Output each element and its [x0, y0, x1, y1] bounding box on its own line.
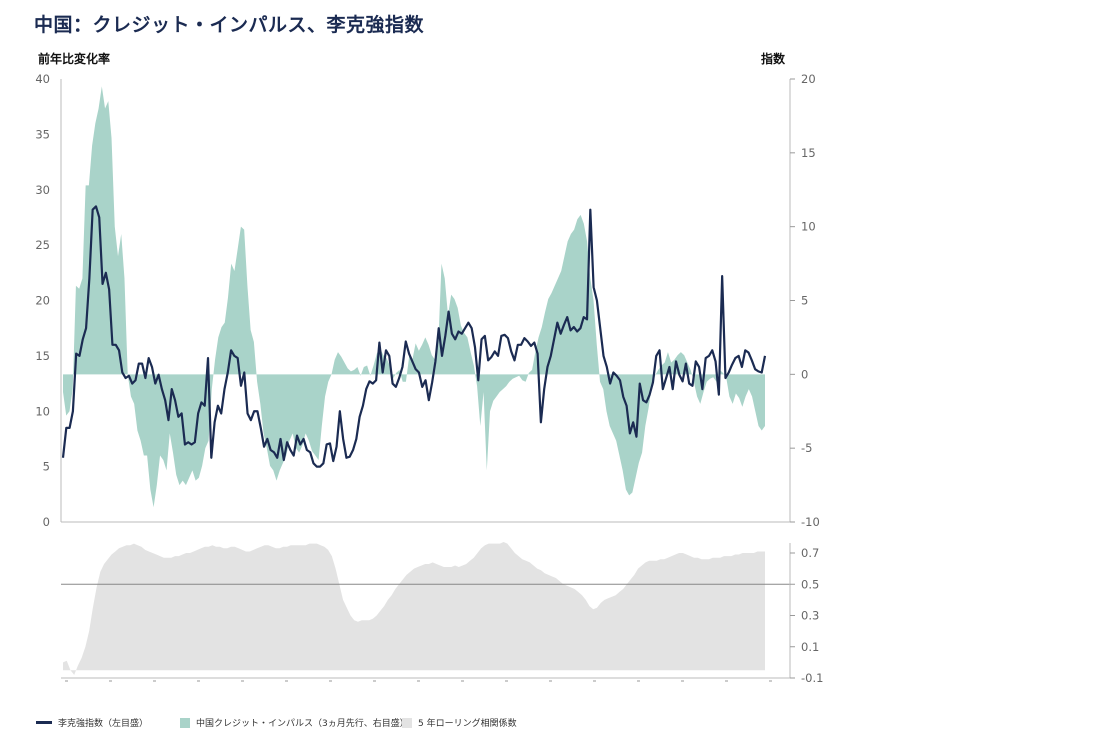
left-tick-group: 0 5 10 15 20 25 30 35 40 — [35, 72, 50, 529]
bottom-tick-label: 0.7 — [801, 546, 819, 560]
right-tick-label: -10 — [801, 515, 820, 529]
legend-line-swatch — [36, 721, 52, 724]
left-tick-label: 40 — [35, 72, 50, 86]
right-tick-label: 5 — [801, 294, 808, 308]
legend-label-correlation: 5 年ローリング相関係数 — [418, 719, 517, 729]
credit-impulse-area-layer — [63, 86, 765, 508]
bottom-tick-label: 0.3 — [801, 609, 819, 623]
left-tick-label: 20 — [35, 294, 50, 308]
bottom-tick-label: -0.1 — [801, 671, 823, 685]
left-axis-label: 前年比変化率 — [38, 51, 110, 66]
legend-item-correlation: 5 年ローリング相関係数 — [402, 716, 517, 729]
left-tick-label: 35 — [35, 127, 50, 141]
likeqiang-line — [61, 205, 767, 468]
bottom-tick-group: -0.1 0.1 0.3 0.5 0.7 — [790, 546, 823, 685]
left-tick-label: 10 — [35, 404, 50, 418]
bottom-panel: -0.1 0.1 0.3 0.5 0.7 — [61, 542, 823, 685]
likeqiang-line-layer — [61, 205, 767, 468]
correlation-area-layer — [63, 542, 765, 675]
chart-title: 中国：クレジット・インパルス、李克強指数 — [34, 14, 425, 36]
legend-box-swatch — [402, 717, 412, 728]
right-tick-label: 0 — [801, 367, 808, 381]
right-tick-label: 10 — [801, 220, 816, 234]
left-tick-label: 15 — [35, 349, 50, 363]
legend-item-likeqiang: 李克強指数（左目盛） — [36, 716, 148, 729]
legend-box-swatch — [180, 717, 190, 728]
top-panel: 0 5 10 15 20 25 30 35 40 -10 -5 0 5 10 15 20 — [35, 72, 819, 529]
left-tick-label: 30 — [35, 183, 50, 197]
bottom-tick-label: 0.5 — [801, 577, 819, 591]
legend-label-credit-impulse: 中国クレジット・インパルス（3ヵ月先行、右目盛） — [196, 719, 409, 729]
right-tick-group: -10 -5 0 5 10 15 20 — [790, 72, 820, 529]
right-tick-label: 20 — [801, 72, 816, 86]
legend-label-likeqiang: 李克強指数（左目盛） — [58, 719, 149, 729]
left-tick-label: 0 — [43, 515, 50, 529]
correlation-area — [63, 542, 765, 675]
bottom-tick-label: 0.1 — [801, 640, 819, 654]
right-tick-label: 15 — [801, 146, 816, 160]
right-tick-label: -5 — [801, 441, 812, 455]
legend-item-credit-impulse: 中国クレジット・インパルス（3ヵ月先行、右目盛） — [180, 716, 409, 729]
credit-impulse-area — [63, 86, 765, 508]
left-tick-label: 5 — [43, 460, 50, 474]
right-axis-label: 指数 — [761, 51, 786, 66]
left-tick-label: 25 — [35, 238, 50, 252]
